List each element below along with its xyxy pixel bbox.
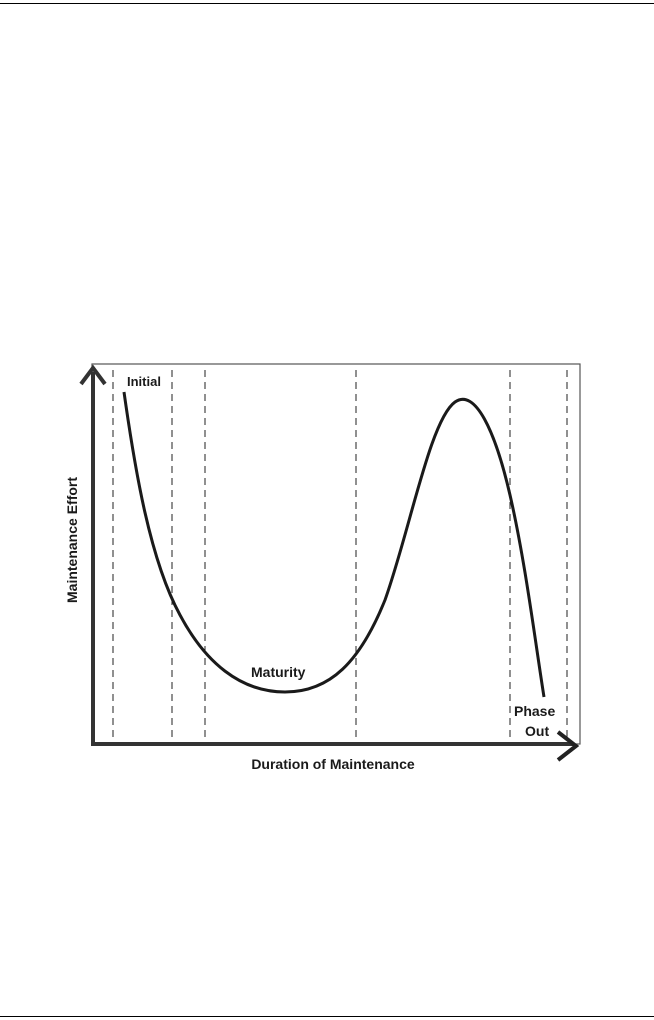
- page-top-rule: [0, 3, 654, 4]
- maturity-phase-label: Maturity: [251, 664, 306, 680]
- x-axis-arrowhead: [556, 730, 580, 762]
- page-bottom-rule: [0, 1016, 654, 1017]
- x-axis-label: Duration of Maintenance: [251, 756, 415, 772]
- diagram-frame: [91, 363, 581, 745]
- phase-dividers: [112, 370, 568, 742]
- phase-out-label-line2: Out: [525, 723, 549, 739]
- maintenance-effort-curve: [122, 391, 546, 698]
- initial-phase-label: Initial: [127, 374, 161, 389]
- phase-out-label-line1: Phase: [514, 703, 555, 719]
- y-axis-arrowhead: [79, 364, 107, 386]
- y-axis-label: Maintenance Effort: [64, 477, 80, 603]
